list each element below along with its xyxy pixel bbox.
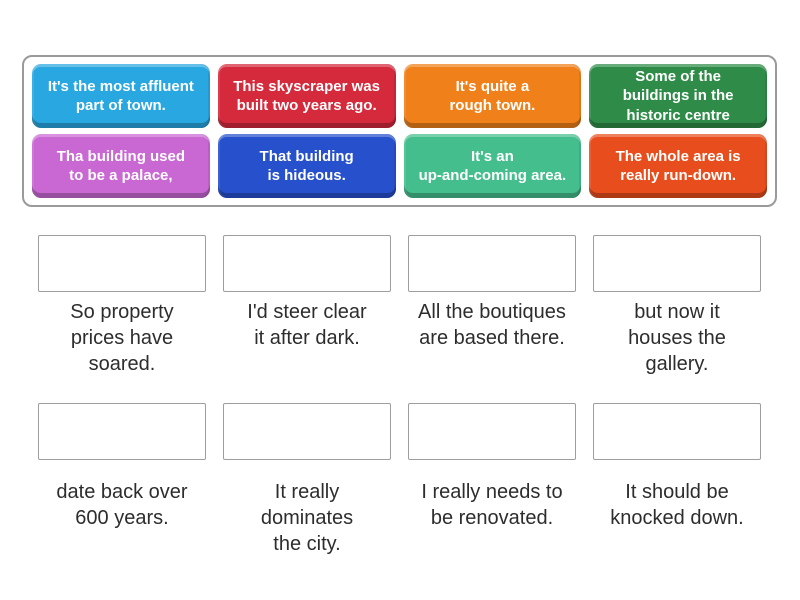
word-tile-palace[interactable]: Tha building used to be a palace, [32,134,210,198]
clue-label-3: All the boutiques are based there. [418,301,566,349]
clue-label-1: So property prices have soared. [70,301,174,375]
word-tile-run-down[interactable]: The whole area is really run-down. [589,134,767,198]
answer-slot-5[interactable] [38,403,206,460]
answer-slot-7[interactable] [408,403,576,460]
clue-label-2: I'd steer clear it after dark. [247,301,367,349]
word-tile-skyscraper[interactable]: This skyscraper was built two years ago. [217,64,396,128]
clue-label-6: It really dominates the city. [260,481,354,555]
word-bank: It's the most affluent part of town. Thi… [22,55,777,207]
clue-label-4: but now it houses the gallery. [628,301,726,375]
answer-slot-2[interactable] [223,235,391,292]
answer-slot-6[interactable] [223,403,391,460]
word-tile-historic-centre[interactable]: Some of the buildings in the historic ce… [589,64,767,128]
clue-label-7: I really needs to be renovated. [421,481,563,529]
clue-label-8: It should be knocked down. [610,481,744,529]
word-tile-up-and-coming[interactable]: It's an up-and-coming area. [403,134,582,198]
clue-label-5: date back over 600 years. [56,481,188,529]
answer-slot-4[interactable] [593,235,761,292]
word-tile-rough-town[interactable]: It's quite a rough town. [403,64,582,128]
answer-slot-3[interactable] [408,235,576,292]
answer-slot-8[interactable] [593,403,761,460]
word-tile-affluent[interactable]: It's the most affluent part of town. [32,64,210,128]
word-tile-hideous[interactable]: That building is hideous. [217,134,396,198]
answer-slot-1[interactable] [38,235,206,292]
